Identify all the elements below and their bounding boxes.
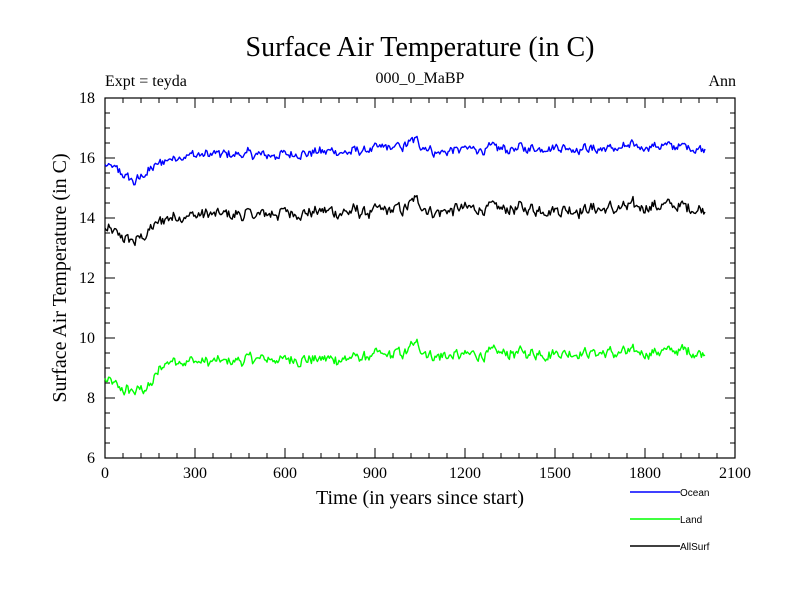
y-tick-label: 12 <box>79 270 95 287</box>
chart-subtitle-right: Ann <box>708 73 736 90</box>
y-tick-label: 18 <box>79 90 95 107</box>
series-line-ocean <box>104 135 706 186</box>
axis-ticks <box>104 97 736 459</box>
y-axis-label: Surface Air Temperature (in C) <box>49 153 71 402</box>
series-line-land <box>104 338 706 396</box>
x-tick-label: 600 <box>273 465 297 482</box>
series-lines <box>104 135 706 396</box>
y-tick-label: 8 <box>87 390 95 407</box>
x-tick-label: 2100 <box>719 465 751 482</box>
chart-subtitle-left: Expt = teyda <box>105 73 187 90</box>
x-tick-labels: 0 300 600 900 1200 1500 1800 2100 <box>101 465 751 482</box>
y-tick-labels: 6 8 10 12 14 16 18 <box>79 90 95 467</box>
series-line-allsurf <box>104 194 706 247</box>
legend-label-ocean: Ocean <box>680 488 709 499</box>
x-tick-label: 0 <box>101 465 109 482</box>
chart-title: Surface Air Temperature (in C) <box>246 32 595 63</box>
x-tick-label: 1200 <box>449 465 481 482</box>
x-tick-label: 1500 <box>539 465 571 482</box>
chart-subtitle-center: 000_0_MaBP <box>376 70 465 87</box>
plot-frame <box>104 97 736 459</box>
x-axis-label: Time (in years since start) <box>316 487 524 509</box>
x-tick-label: 900 <box>363 465 387 482</box>
x-tick-label: 300 <box>183 465 207 482</box>
y-tick-label: 16 <box>79 150 95 167</box>
y-tick-label: 10 <box>79 330 95 347</box>
legend-label-allsurf: AllSurf <box>680 542 710 553</box>
y-tick-label: 14 <box>79 210 95 227</box>
legend: Ocean Land AllSurf <box>630 488 710 553</box>
x-tick-label: 1800 <box>629 465 661 482</box>
legend-label-land: Land <box>680 515 702 526</box>
y-tick-label: 6 <box>87 450 95 467</box>
